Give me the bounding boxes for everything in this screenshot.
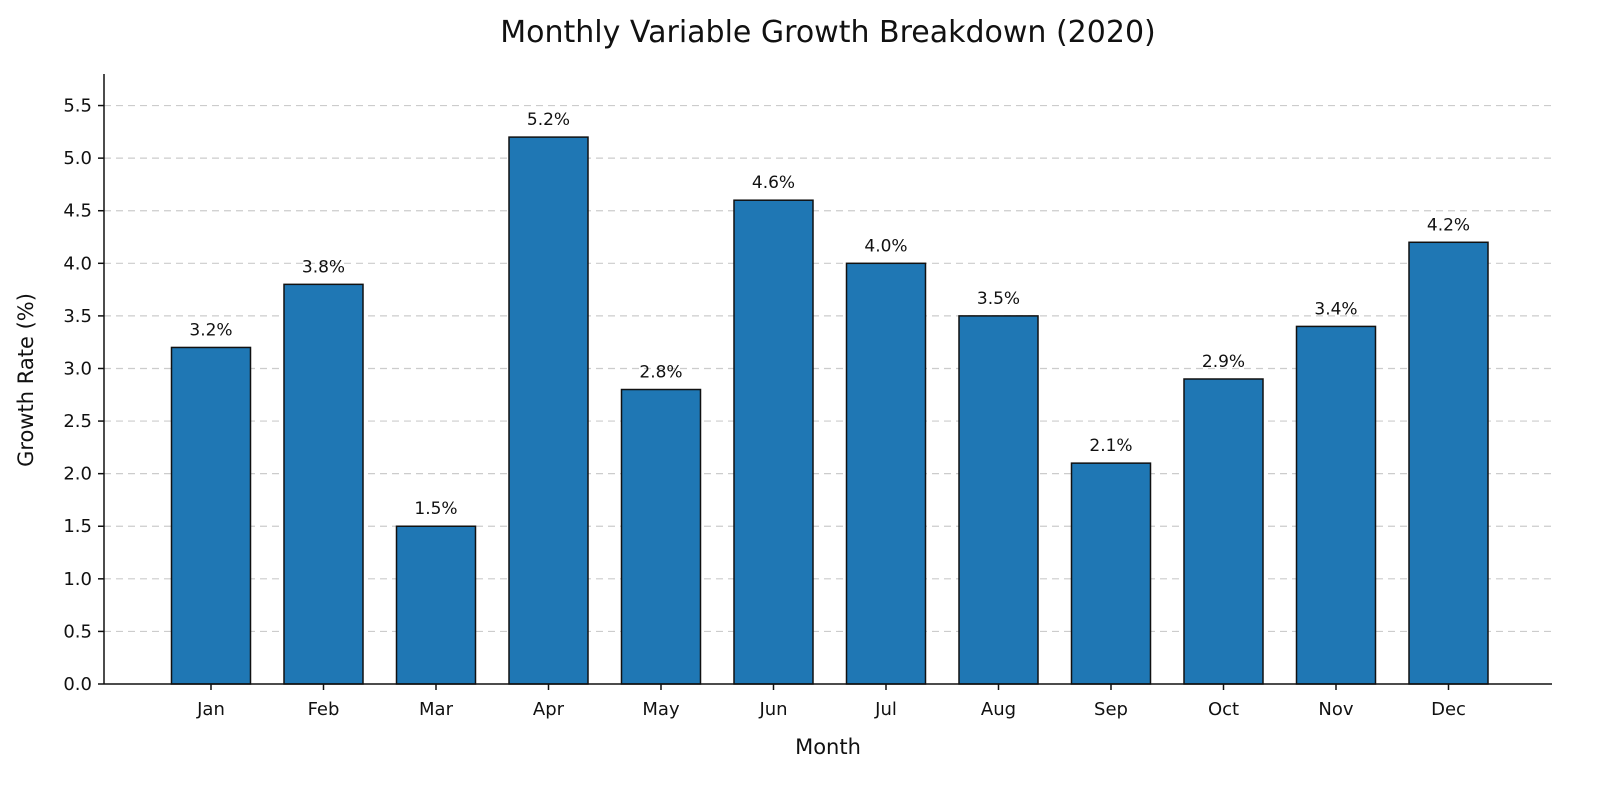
- x-tick-label: Nov: [1318, 699, 1353, 720]
- bar-dec: [1408, 241, 1489, 685]
- y-tick-label: 0.5: [63, 621, 92, 642]
- bar-apr: [508, 136, 589, 685]
- data-label: 1.5%: [414, 499, 457, 519]
- data-label: 2.1%: [1089, 436, 1132, 456]
- data-labels: 3.2% 3.8% 1.5% 5.2% 2.8% 4.6% 4.0% 3.5% 2.1% 2.9%…: [189, 110, 1470, 519]
- x-tick-label: Aug: [981, 699, 1016, 720]
- y-tick-label: 2.5: [63, 411, 92, 432]
- bars: [170, 136, 1489, 685]
- bar-may: [620, 388, 702, 685]
- y-axis-label: Growth Rate (%): [14, 293, 38, 467]
- x-tick-label: Jul: [874, 699, 897, 720]
- bar-jan: [170, 346, 252, 685]
- data-label: 2.9%: [1202, 352, 1245, 372]
- data-label: 3.5%: [977, 289, 1020, 309]
- x-tick-label: Jun: [758, 699, 787, 720]
- data-label: 3.4%: [1314, 299, 1357, 319]
- y-tick-label: 2.0: [63, 464, 92, 485]
- bar-jul: [845, 262, 927, 685]
- y-axis-ticks: 0.0 0.5 1.0 1.5 2.0 2.5 3.0 3.5 4.0 4.5 5.0 5.5: [63, 96, 104, 695]
- x-tick-label: Oct: [1208, 699, 1239, 720]
- bar-feb: [283, 283, 364, 685]
- x-tick-label: Jan: [196, 699, 225, 720]
- y-tick-label: 3.5: [63, 306, 92, 327]
- x-tick-label: Feb: [308, 699, 340, 720]
- x-tick-label: May: [642, 699, 680, 720]
- x-tick-label: Apr: [533, 699, 565, 720]
- y-tick-label: 4.5: [63, 201, 92, 222]
- data-label: 3.2%: [189, 320, 232, 340]
- x-axis-label: Month: [795, 735, 861, 759]
- bar-aug: [958, 315, 1039, 685]
- bar-sep: [1070, 462, 1152, 685]
- y-tick-label: 0.0: [63, 674, 92, 695]
- y-tick-label: 5.5: [63, 96, 92, 117]
- x-tick-label: Mar: [419, 699, 454, 720]
- y-tick-label: 3.0: [63, 358, 92, 379]
- data-label: 3.8%: [302, 257, 345, 277]
- bar-nov: [1295, 325, 1377, 685]
- x-tick-label: Dec: [1431, 699, 1466, 720]
- axes: [103, 74, 1552, 685]
- y-tick-label: 1.5: [63, 516, 92, 537]
- data-label: 4.2%: [1427, 215, 1470, 235]
- data-label: 5.2%: [527, 110, 570, 130]
- bar-mar: [395, 525, 477, 685]
- y-tick-label: 5.0: [63, 148, 92, 169]
- x-axis-ticks: Jan Feb Mar Apr May Jun Jul Aug Sep Oct Nov Dec: [196, 684, 1466, 720]
- data-label: 2.8%: [639, 363, 682, 383]
- y-tick-label: 1.0: [63, 569, 92, 590]
- data-label: 4.0%: [864, 236, 907, 256]
- chart-title: Monthly Variable Growth Breakdown (2020): [500, 15, 1156, 50]
- x-tick-label: Sep: [1094, 699, 1128, 720]
- data-label: 4.6%: [752, 173, 795, 193]
- bar-jun: [733, 199, 814, 685]
- bar-oct: [1183, 378, 1264, 685]
- y-tick-label: 4.0: [63, 253, 92, 274]
